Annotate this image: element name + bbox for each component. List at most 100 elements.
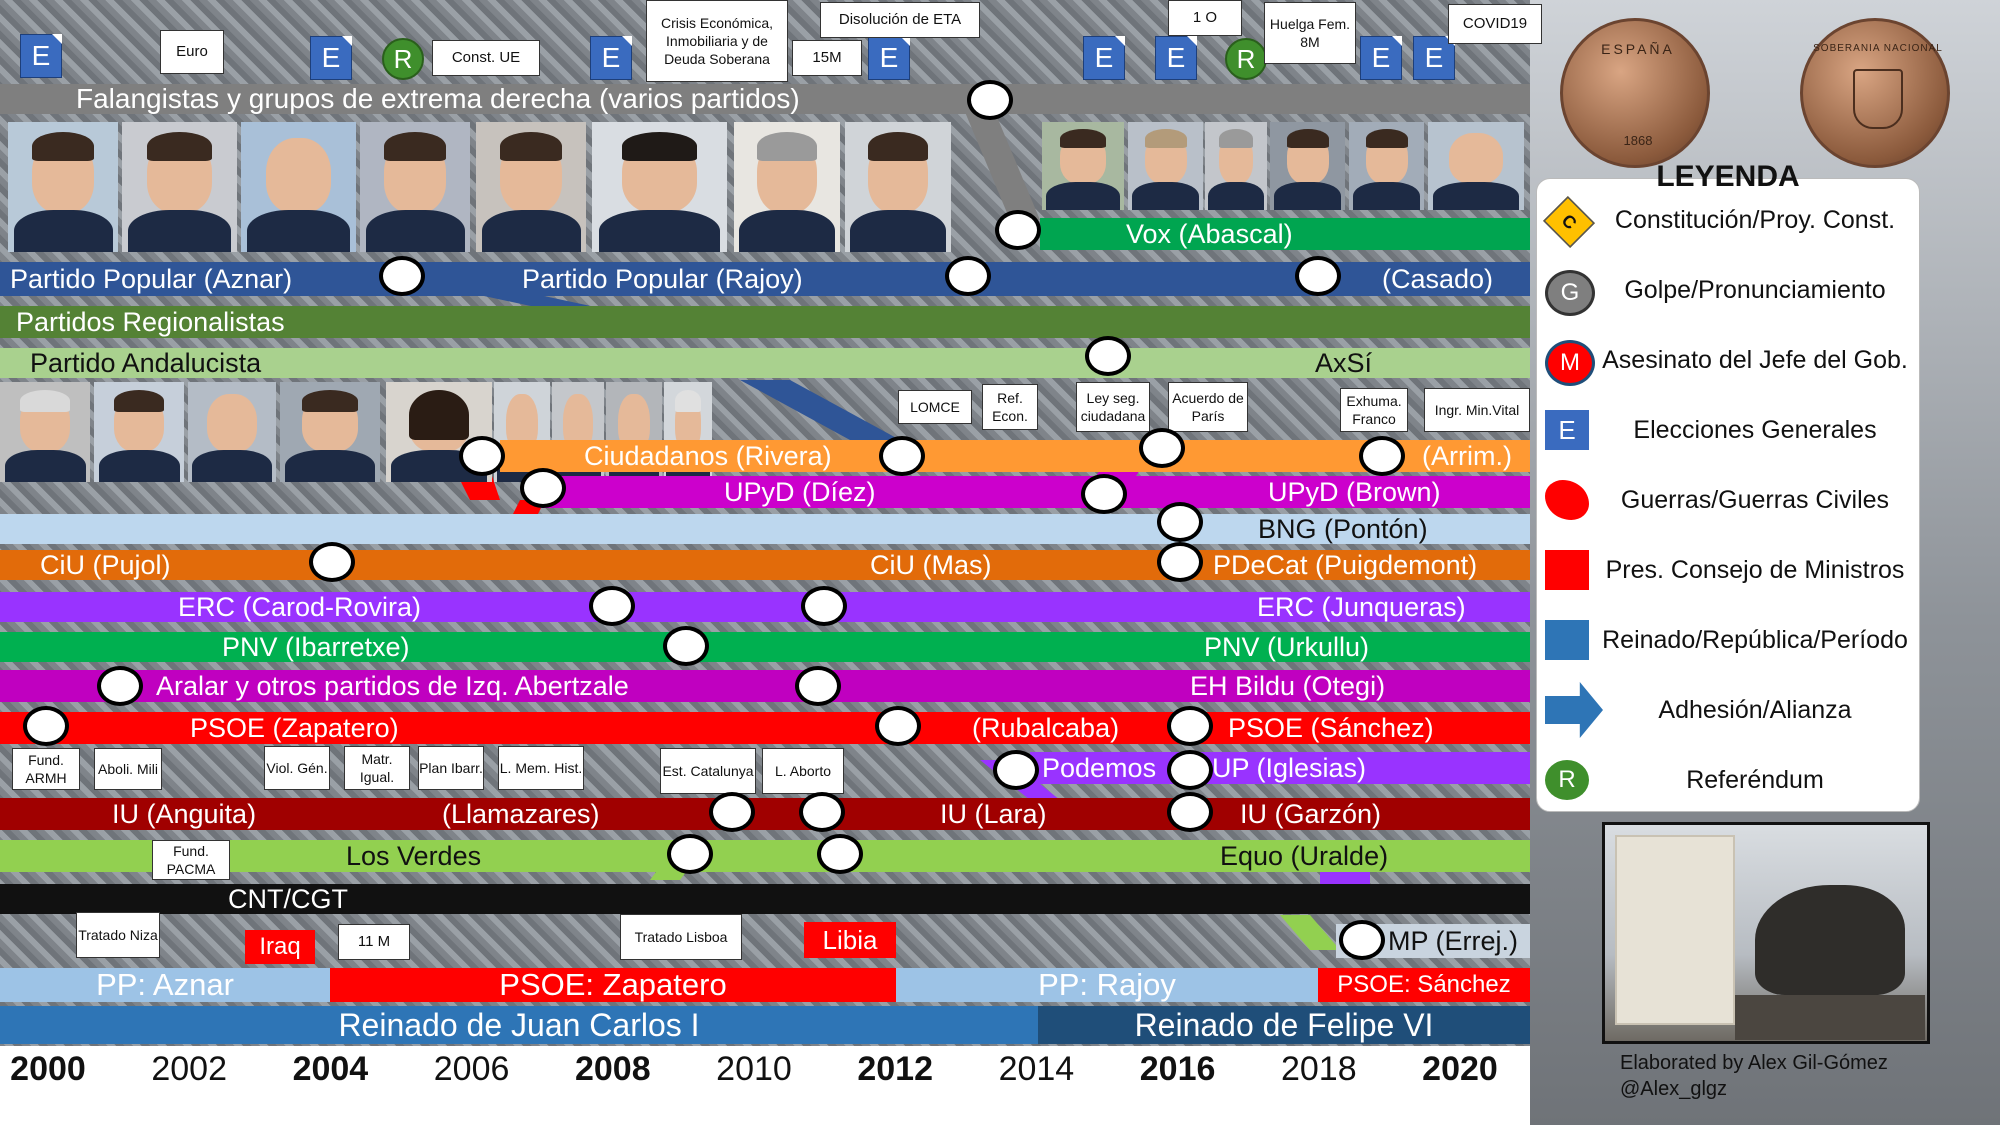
transition-node [97,666,143,706]
lion-pedestal [1735,995,1925,1040]
coin-left-year: 1868 [1623,133,1653,148]
event-exhuma: Exhuma. Franco [1340,388,1408,432]
photo-mas [280,382,380,482]
event-memhist: L. Mem. Hist. [498,746,584,790]
war-flag-icon [1545,480,1589,520]
reign-icon [1545,620,1589,660]
photo-rubalcaba [241,122,356,252]
year-label: 2008 [574,1050,651,1088]
coin-right: SOBERANIA NACIONAL [1800,18,1950,168]
constitution-icon: C [1542,195,1596,249]
transition-node [799,792,845,832]
transition-node [1167,750,1213,790]
photo-rajoy [360,122,470,252]
band-aralar: Aralar y otros partidos de Izq. Abertzal… [0,670,1530,702]
band-vox: Vox (Abascal) [1040,218,1530,250]
event-11m: 11 M [338,924,410,960]
legend-item: Pres. Consejo de Ministros [1545,542,1905,598]
band-iu: IU (Anguita) (Llamazares) IU (Lara) IU (… [0,798,1530,830]
band-psoe: PSOE (Zapatero) (Rubalcaba) PSOE (Sánche… [0,712,1530,744]
transition-node [1157,502,1203,542]
transition-node [817,834,863,874]
coin-left: ESPAÑA 1868 [1560,18,1710,168]
band-bng: BNG (Pontón) [0,514,1530,544]
band-falangistas: Falangistas y grupos de extrema derecha … [0,84,1530,114]
legend-label: Pres. Consejo de Ministros [1605,555,1905,584]
photo-rivera [845,122,951,252]
building-facade [1615,835,1735,1025]
event-pacma-box: Fund. PACMA [152,840,230,880]
gov-rajoy: PP: Rajoy [896,968,1318,1002]
event-matr: Matr. Igual. [344,746,410,790]
reign-juancarlos: Reinado de Juan Carlos I [0,1006,1038,1044]
band-upyd: UPyD (Díez) UPyD (Brown) [540,476,1530,508]
photo-zapatero [122,122,237,252]
legend-label: Elecciones Generales [1633,415,1877,444]
adhesion-arrow-icon [1545,682,1603,738]
transition-node [1085,336,1131,376]
event-lisboa: Tratado Lisboa [620,914,742,960]
legend-item: Guerras/Guerras Civiles [1545,472,1905,528]
event-niza: Tratado Niza [76,912,160,958]
legend-item: Reinado/República/Período [1545,612,1908,668]
legend-item: Adhesión/Alianza [1545,682,1905,738]
transition-node [663,626,709,666]
coin-left-text: ESPAÑA [1601,41,1675,57]
band-ciudadanos: Ciudadanos (Rivera) (Arrim.) [500,440,1530,472]
transition-node [967,80,1013,120]
legend-item: G Golpe/Pronunciamiento [1545,262,1905,318]
transition-node [1295,256,1341,296]
band-ciu: CiU (Pujol) CiU (Mas) PDeCat (Puigdemont… [0,550,1530,580]
election-2004-icon: E [310,36,352,80]
gov-sanchez: PSOE: Sánchez [1318,968,1530,1002]
legend-panel [1536,178,1920,812]
lion-icon [1755,885,1905,995]
year-label: 2004 [292,1050,369,1088]
event-const-ue: Const. UE [432,40,540,76]
gov-aznar: PP: Aznar [0,968,330,1002]
election-2008-icon: E [590,36,632,80]
event-estcat: Est. Catalunya [660,748,756,794]
transition-node [993,750,1039,790]
transition-node [879,436,925,476]
election-2000-icon: E [20,34,62,78]
year-label: 2006 [433,1050,510,1088]
legend-item: E Elecciones Generales [1545,402,1905,458]
election-2016-icon: E [1155,36,1197,80]
election-2015-icon: E [1083,36,1125,80]
legend-label: Reinado/República/Período [1602,625,1908,654]
falange-vox-link [960,100,1040,220]
photo-sanchez [476,122,586,252]
transition-node [1167,792,1213,832]
transition-node [1339,920,1385,960]
transition-node [801,586,847,626]
event-1o: 1 O [1168,0,1242,36]
event-ref-econ: Ref. Econ. [982,384,1038,430]
transition-node [945,256,991,296]
event-ibarr: Plan Ibarr. [418,746,484,790]
legend-item: C Constitución/Proy. Const. [1542,192,1905,249]
band-regionalistas: Partidos Regionalistas [0,306,1530,338]
transition-node [23,706,69,746]
event-paris: Acuerdo de París [1168,382,1248,432]
band-erc: ERC (Carod-Rovira) ERC (Junqueras) [0,592,1530,622]
coup-icon: G [1545,270,1595,316]
transition-node [459,436,505,476]
gov-zapatero: PSOE: Zapatero [330,968,896,1002]
band-pp: Partido Popular (Aznar) Partido Popular … [0,262,1530,296]
year-label: 2018 [1280,1050,1357,1088]
pp-connector [470,293,600,308]
year-label: 2012 [857,1050,933,1088]
transition-node [667,834,713,874]
photo-urkullu [94,382,184,482]
year-label: 2002 [151,1050,227,1088]
regional-connector [740,380,900,440]
event-15m: 15M [792,40,862,76]
band-pnv: PNV (Ibarretxe) PNV (Urkullu) [0,632,1530,662]
referendum-2005-icon: R [382,38,424,80]
event-ley-seg: Ley seg. ciudadana [1076,382,1150,432]
council-president-icon [1545,550,1589,590]
photo-junqueras [1428,122,1524,210]
event-eta: Disolución de ETA [820,2,980,38]
